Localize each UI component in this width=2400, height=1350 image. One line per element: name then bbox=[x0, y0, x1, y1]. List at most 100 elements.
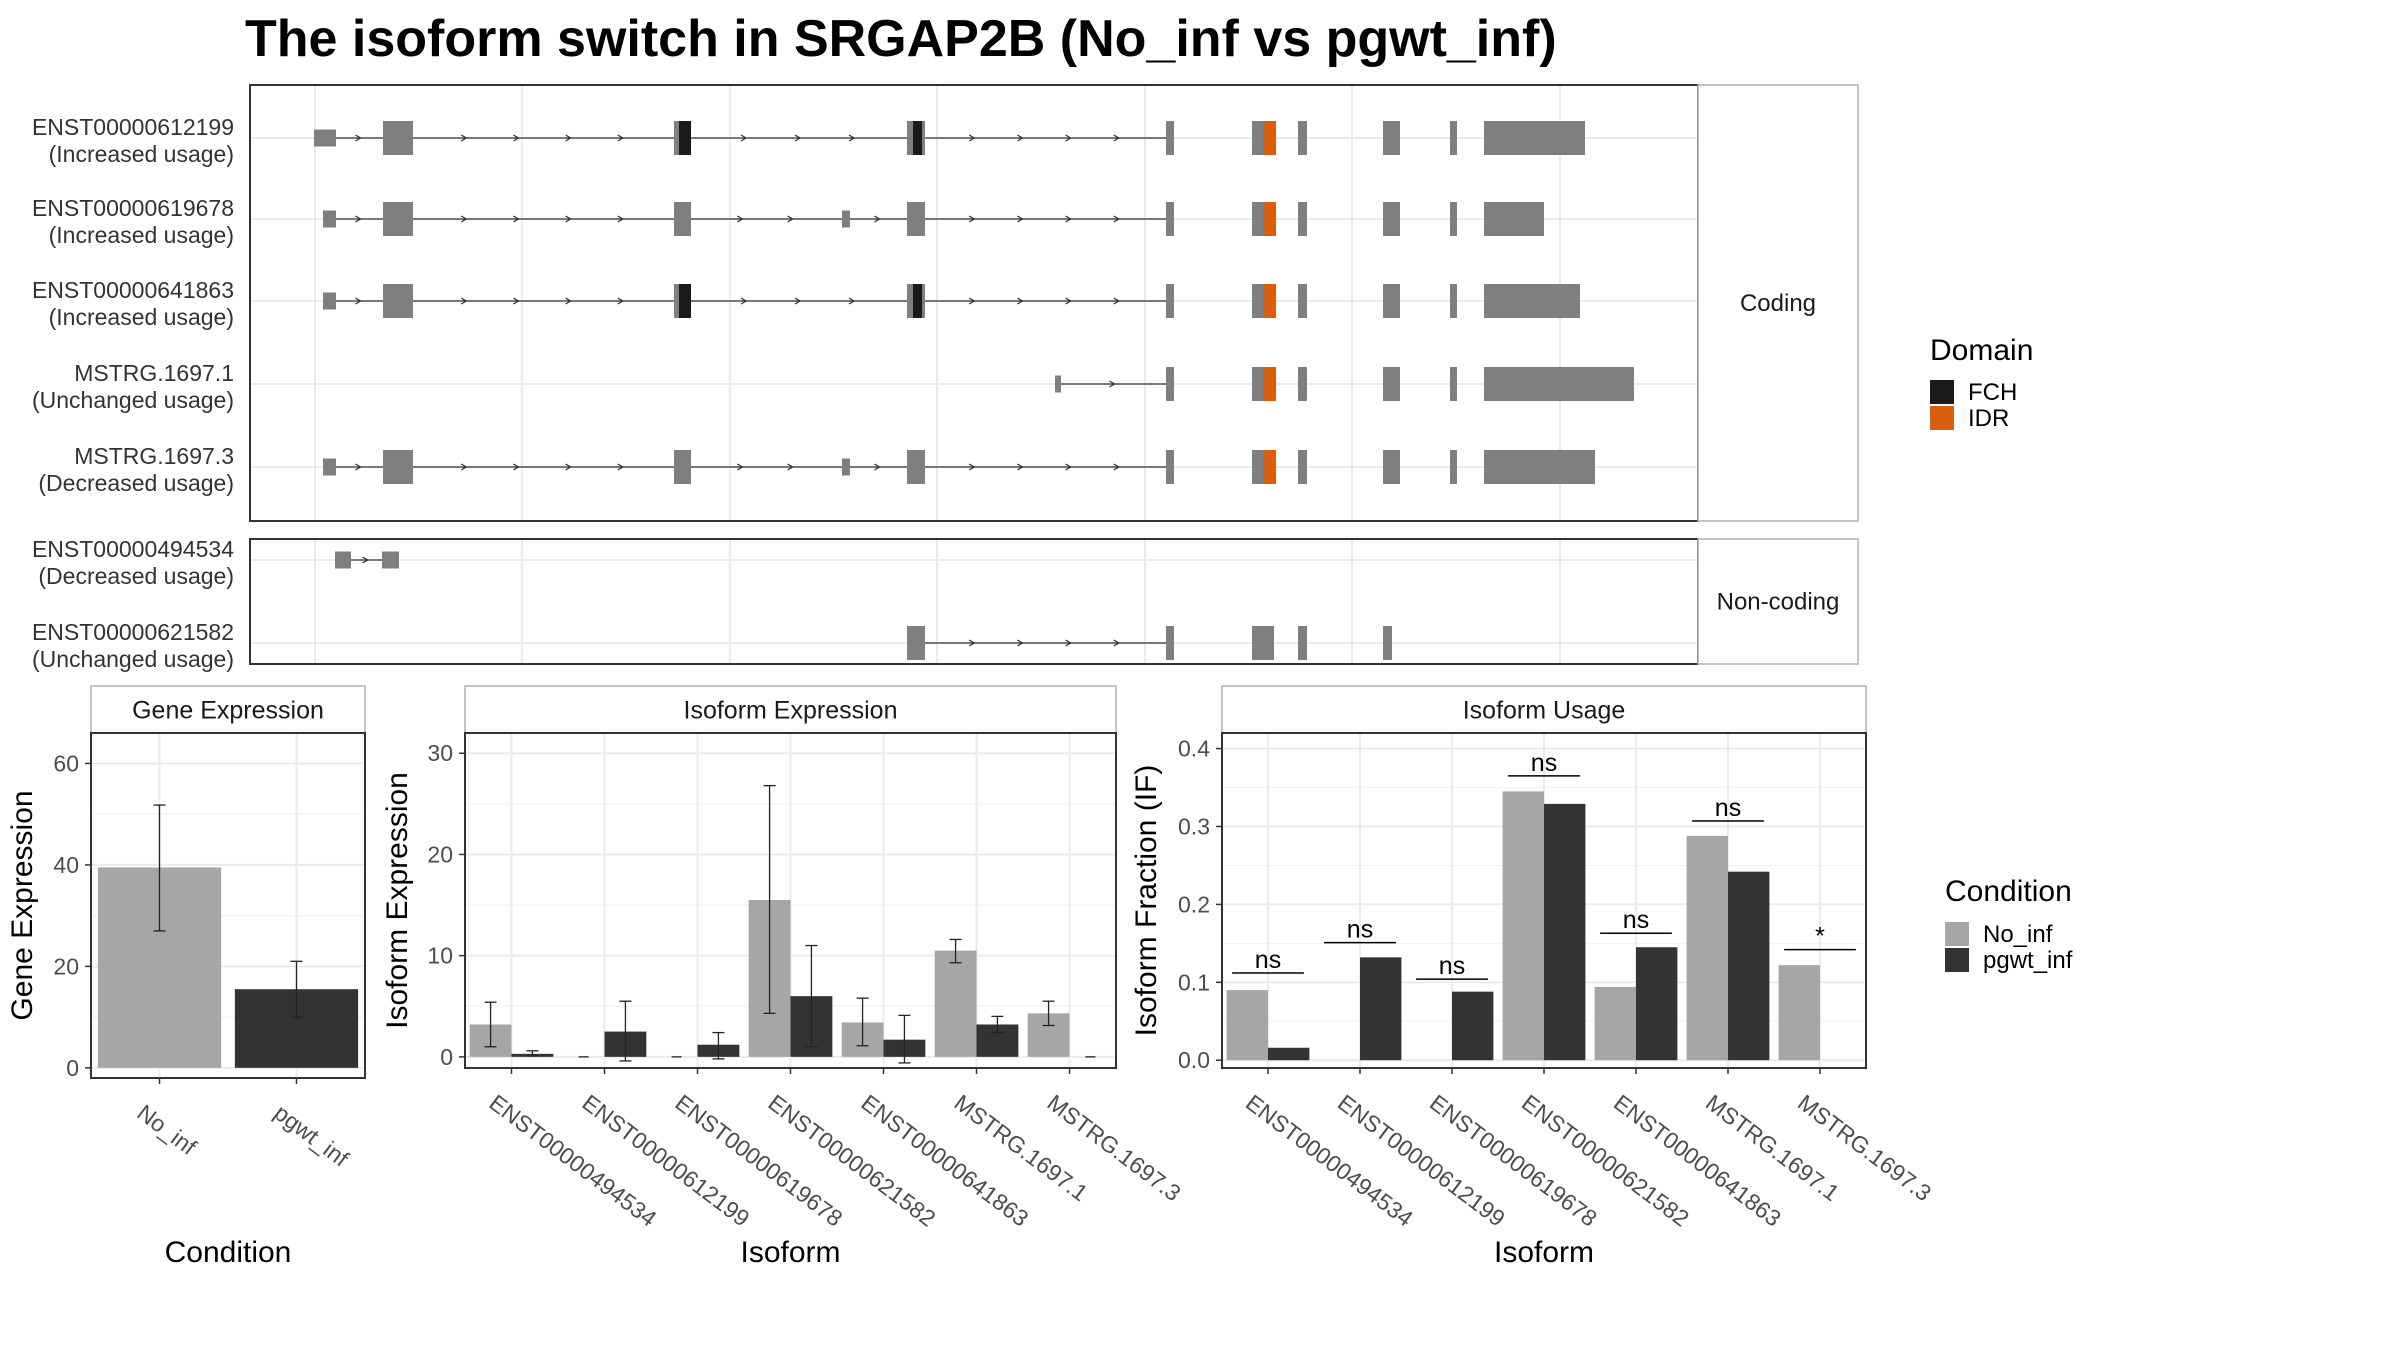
exon-block bbox=[323, 292, 336, 310]
idr-domain bbox=[1263, 121, 1276, 155]
intron-direction-arrow bbox=[1113, 134, 1121, 142]
intron-direction-arrow bbox=[968, 297, 976, 305]
exon-block bbox=[1298, 450, 1307, 484]
exon-block bbox=[1298, 626, 1307, 660]
isoform-row-label: MSTRG.1697.3 bbox=[74, 443, 234, 469]
exon-block bbox=[842, 458, 850, 476]
exon-block bbox=[1298, 367, 1307, 401]
panel-strip-title: Gene Expression bbox=[132, 697, 324, 725]
intron-direction-arrow bbox=[1017, 463, 1024, 471]
intron-direction-arrow bbox=[874, 463, 881, 471]
exon-block bbox=[907, 202, 925, 236]
intron-direction-arrow bbox=[460, 134, 468, 142]
exon-block bbox=[1484, 202, 1544, 236]
x-tick-label: No_inf bbox=[132, 1099, 201, 1160]
x-axis-title: Isoform bbox=[740, 1236, 840, 1269]
intron-direction-arrow bbox=[968, 463, 976, 471]
bar-No_inf bbox=[1778, 965, 1820, 1061]
intron-direction-arrow bbox=[362, 556, 369, 564]
exon-block bbox=[1055, 375, 1061, 393]
isoform-usage-label: (Unchanged usage) bbox=[32, 646, 234, 672]
idr-domain bbox=[1263, 202, 1276, 236]
isoform-usage-label: (Increased usage) bbox=[49, 141, 234, 167]
exon-block bbox=[1450, 284, 1457, 318]
transcript-panel-background bbox=[250, 539, 1698, 664]
intron-direction-arrow bbox=[968, 134, 976, 142]
exon-block bbox=[1383, 202, 1400, 236]
exon-block bbox=[1166, 626, 1174, 660]
exon-block bbox=[1450, 202, 1457, 236]
x-tick-label: ENST00000494534 bbox=[1241, 1089, 1418, 1231]
plot-border bbox=[90, 732, 366, 1079]
significance-label: * bbox=[1815, 923, 1825, 951]
y-tick-label: 0 bbox=[66, 1055, 79, 1081]
isoform-expression-chart: Isoform Expression 0 10 20 30 ENST00000494534… bbox=[381, 685, 1186, 1269]
intron-direction-arrow bbox=[1017, 215, 1024, 223]
y-tick-label: 0.4 bbox=[1178, 736, 1210, 762]
intron-direction-arrow bbox=[1109, 380, 1116, 388]
bar-No_inf bbox=[934, 950, 977, 1057]
exon-block bbox=[1166, 202, 1174, 236]
x-tick-label: ENST00000494534 bbox=[484, 1089, 661, 1231]
intron-direction-arrow bbox=[460, 215, 468, 223]
intron-direction-arrow bbox=[617, 463, 625, 471]
isoform-usage-label: (Unchanged usage) bbox=[32, 387, 234, 413]
condition-legend-key bbox=[1945, 948, 1969, 972]
y-tick-label: 0.2 bbox=[1178, 891, 1210, 917]
intron-direction-arrow bbox=[1065, 297, 1072, 305]
condition-legend-key bbox=[1945, 922, 1969, 946]
idr-domain bbox=[1263, 367, 1276, 401]
isoform-row-label: ENST00000619678 bbox=[32, 195, 234, 221]
y-tick-label: 0 bbox=[440, 1044, 453, 1070]
significance-label: ns bbox=[1347, 916, 1373, 944]
y-axis-title: Gene Expression bbox=[6, 790, 39, 1020]
isoform-usage-chart: Isoform Usage 0.0 0.1 0.2 0.3 0.4 ns ns ns ns ns ns… bbox=[1130, 685, 1936, 1269]
bar-No_inf bbox=[1226, 990, 1268, 1061]
intron-direction-arrow bbox=[740, 134, 748, 142]
exon-block bbox=[1166, 367, 1174, 401]
x-axis-title: Condition bbox=[165, 1236, 292, 1269]
panel-strip bbox=[90, 685, 366, 734]
y-tick-label: 10 bbox=[427, 943, 453, 969]
panel-strip bbox=[464, 685, 1117, 734]
intron-direction-arrow bbox=[355, 463, 362, 471]
panel-strip-title: Isoform Usage bbox=[1463, 697, 1626, 725]
intron-direction-arrow bbox=[736, 215, 744, 223]
intron-direction-arrow bbox=[355, 297, 362, 305]
intron-direction-arrow bbox=[565, 215, 572, 223]
bar-pgwt_inf bbox=[1544, 803, 1586, 1061]
exon-block bbox=[1484, 367, 1634, 401]
significance-label: ns bbox=[1255, 946, 1281, 974]
x-tick-label: ENST00000612199 bbox=[577, 1089, 754, 1231]
facet-strip-label: Coding bbox=[1740, 290, 1816, 317]
exon-block bbox=[383, 450, 413, 484]
exon-block bbox=[907, 626, 925, 660]
fch-domain bbox=[679, 284, 691, 318]
exon-block bbox=[907, 450, 925, 484]
exon-block bbox=[382, 551, 399, 569]
isoform-usage-label: (Decreased usage) bbox=[38, 470, 234, 496]
transcript-structure-panel: ENST00000612199(Increased usage)ENST0000… bbox=[32, 84, 1859, 672]
gene-expression-chart: Gene Expression 0 20 40 60 No_inf pgwt_inf Cond… bbox=[6, 685, 366, 1269]
intron-direction-arrow bbox=[460, 297, 468, 305]
intron-direction-arrow bbox=[617, 215, 625, 223]
exon-block bbox=[323, 210, 336, 228]
exon-block bbox=[674, 450, 691, 484]
exon-block bbox=[383, 202, 413, 236]
exon-block bbox=[1383, 450, 1400, 484]
y-tick-label: 40 bbox=[53, 852, 79, 878]
intron-direction-arrow bbox=[848, 134, 856, 142]
intron-direction-arrow bbox=[787, 463, 794, 471]
domain-legend-key bbox=[1930, 380, 1954, 404]
isoform-usage-label: (Decreased usage) bbox=[38, 563, 234, 589]
x-tick-label: ENST00000619678 bbox=[1425, 1089, 1602, 1231]
exon-block bbox=[1450, 121, 1457, 155]
exon-block bbox=[1383, 284, 1400, 318]
isoform-row-label: ENST00000621582 bbox=[32, 619, 234, 645]
exon-block bbox=[1298, 202, 1307, 236]
bar-No_inf bbox=[1594, 986, 1636, 1061]
exon-block bbox=[842, 210, 850, 228]
x-tick-label: ENST00000621582 bbox=[763, 1089, 940, 1231]
